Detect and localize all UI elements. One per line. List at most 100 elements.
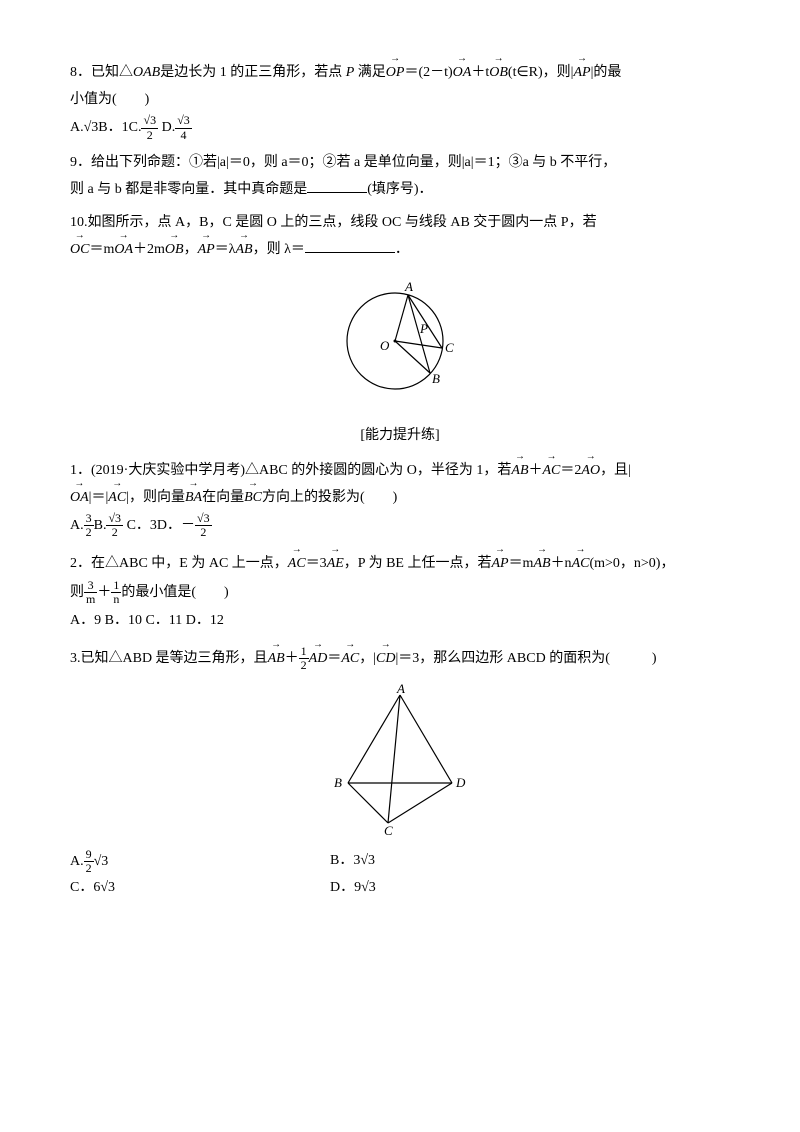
label-D2: D <box>455 775 466 790</box>
vec-AP2: AP <box>198 237 215 262</box>
vec-AE: AE <box>327 551 344 576</box>
p1-opt-b-pre: B. <box>94 518 107 533</box>
p3-figure: A B D C <box>70 683 730 838</box>
q8-opt-b: B．1 <box>98 120 128 135</box>
q8-opt-c-pre: C. <box>129 120 142 135</box>
p1-l2-mid: |，则向量 <box>126 490 185 505</box>
q8-opt-d-pre: D. <box>162 120 176 135</box>
q9-line2: 则 a 与 b 都是非零向量．其中真命题是 (填序号)． <box>70 177 730 202</box>
q9-line2-suf: (填序号)． <box>367 182 432 197</box>
q8-suffix: |的最 <box>591 65 622 80</box>
p2-tail: (m>0，n>0)， <box>589 556 674 571</box>
p1-line2: OA|＝|AC|，则向量BA在向量BC方向上的投影为( ) <box>70 485 730 510</box>
p2-l2-suf: 的最小值是( ) <box>121 585 228 600</box>
p2-frac2: 1n <box>111 579 121 606</box>
q10-period: ． <box>395 242 409 257</box>
p2-eq1: ＝3 <box>306 556 327 571</box>
p3-opt-d: D．9√3 <box>330 875 376 900</box>
vec-AC4: AC <box>572 551 590 576</box>
p2-pre: 2．在△ABC 中，E 为 AC 上一点， <box>70 556 288 571</box>
label-C: C <box>445 340 454 355</box>
p2-line2: 则3m＋1n的最小值是( ) <box>70 579 730 606</box>
p2-mid1: ，P 为 BE 上任一点，若 <box>344 556 492 571</box>
p3-tail: |＝3，那么四边形 ABCD 的面积为( ) <box>396 651 657 666</box>
section-title: [能力提升练] <box>70 423 730 448</box>
q8-line2: 小值为( ) <box>70 87 730 112</box>
q8-opt-d-frac: √34 <box>175 114 192 141</box>
p1-opt-d-pre: D．－ <box>157 518 195 533</box>
p1-opt-c: C．3 <box>127 518 157 533</box>
p2-plus: ＋n <box>551 556 572 571</box>
q9-blank[interactable] <box>307 179 367 193</box>
p1-options: A.32B.√32 C．3D．－√32 <box>70 512 730 539</box>
p1-plus: ＋ <box>529 463 543 478</box>
p3-options-row1: A.92√3 B．3√3 <box>70 848 730 875</box>
p1-opt-b-frac: √32 <box>106 512 123 539</box>
q8-opt-c-frac: √32 <box>141 114 158 141</box>
q9-line1: 9．给出下列命题：①若|a|＝0，则 a＝0；②若 a 是单位向量，则|a|＝1… <box>70 150 730 175</box>
q10-blank[interactable] <box>305 239 395 253</box>
q10-line2: OC＝mOA＋2mOB，AP＝λAB，则 λ＝． <box>70 237 730 262</box>
q8-options: A.√3B．1C.√32 D.√34 <box>70 114 730 141</box>
vec-OA3: OA <box>70 485 89 510</box>
p1-l2-mid2: 在向量 <box>202 490 244 505</box>
p1-pre: 1．(2019·大庆实验中学月考)△ABC 的外接圆的圆心为 O，半径为 1，若 <box>70 463 511 478</box>
vec-AC3: AC <box>288 551 306 576</box>
p3-pre: 3.已知△ABD 是等边三角形，且 <box>70 651 268 666</box>
vec-AO: AO <box>581 458 600 483</box>
p2-plus2: ＋ <box>97 585 111 600</box>
p2-l2-pre: 则 <box>70 585 84 600</box>
label-O: O <box>380 338 390 353</box>
p3-frac: 12 <box>299 645 309 672</box>
vec-AB4: AB <box>268 646 285 671</box>
q10-eq-mid: ＋2m <box>133 242 165 257</box>
vec-AB2: AB <box>511 458 528 483</box>
quad-diagram: A B D C <box>320 683 480 838</box>
q10-tail: ，则 λ＝ <box>253 242 305 257</box>
p3-line1: 3.已知△ABD 是等边三角形，且AB＋12AD＝AC，|CD|＝3，那么四边形… <box>70 645 730 672</box>
q10-eq-pre: ＝m <box>89 242 114 257</box>
vec-BA: BA <box>185 485 202 510</box>
q9-line2-pre: 则 a 与 b 都是非零向量．其中真命题是 <box>70 182 307 197</box>
p1-opt-a-frac: 32 <box>84 512 94 539</box>
vec-OC: OC <box>70 237 89 262</box>
label-B: B <box>432 371 440 386</box>
p3-eq: ＝ <box>327 651 341 666</box>
label-C2: C <box>384 823 393 838</box>
q8-prefix: 8．已知△ <box>70 65 133 80</box>
q8-plus: ＋t <box>471 65 489 80</box>
p3-opt-a: A.92√3 <box>70 848 330 875</box>
label-A: A <box>404 279 413 294</box>
vec-OB: OB <box>489 60 508 85</box>
vec-OP: OP <box>386 60 405 85</box>
vec-AC2: AC <box>108 485 126 510</box>
q10-comma: ， <box>184 242 198 257</box>
p3-opt-b: B．3√3 <box>330 848 375 875</box>
p1-l2-pre: |＝| <box>89 490 109 505</box>
vec-AC5: AC <box>341 646 359 671</box>
p3-options-row2: C．6√3 D．9√3 <box>70 875 730 900</box>
vec-AD: AD <box>309 646 328 671</box>
vec-AC: AC <box>543 458 561 483</box>
vec-BC: BC <box>244 485 262 510</box>
vec-CD: CD <box>376 646 395 671</box>
q8-tri: OAB <box>133 65 160 80</box>
q8-domain: (t∈R)，则| <box>508 65 574 80</box>
label-P: P <box>419 321 428 336</box>
p2-eq2: ＝m <box>509 556 534 571</box>
p1-opt-d-frac: √32 <box>195 512 212 539</box>
p1-opt-a-pre: A. <box>70 518 84 533</box>
p1-eq: ＝2 <box>560 463 581 478</box>
p1-l2-suf: 方向上的投影为( ) <box>262 490 397 505</box>
q10-figure: A O P C B <box>70 273 730 403</box>
p2-line1: 2．在△ABC 中，E 为 AC 上一点，AC＝3AE，P 为 BE 上任一点，… <box>70 551 730 576</box>
vec-AB: AB <box>235 237 252 262</box>
vec-AB3: AB <box>533 551 550 576</box>
vec-AP3: AP <box>491 551 508 576</box>
label-B2: B <box>334 775 342 790</box>
q10-eq-ap: ＝λ <box>215 242 236 257</box>
q8-mid1: 是边长为 1 的正三角形，若点 <box>160 65 346 80</box>
circle-diagram: A O P C B <box>330 273 470 403</box>
q8-line1: 8．已知△OAB是边长为 1 的正三角形，若点 P 满足OP＝(2－t)OA＋t… <box>70 60 730 85</box>
q8-opt-a: A.√3 <box>70 120 98 135</box>
